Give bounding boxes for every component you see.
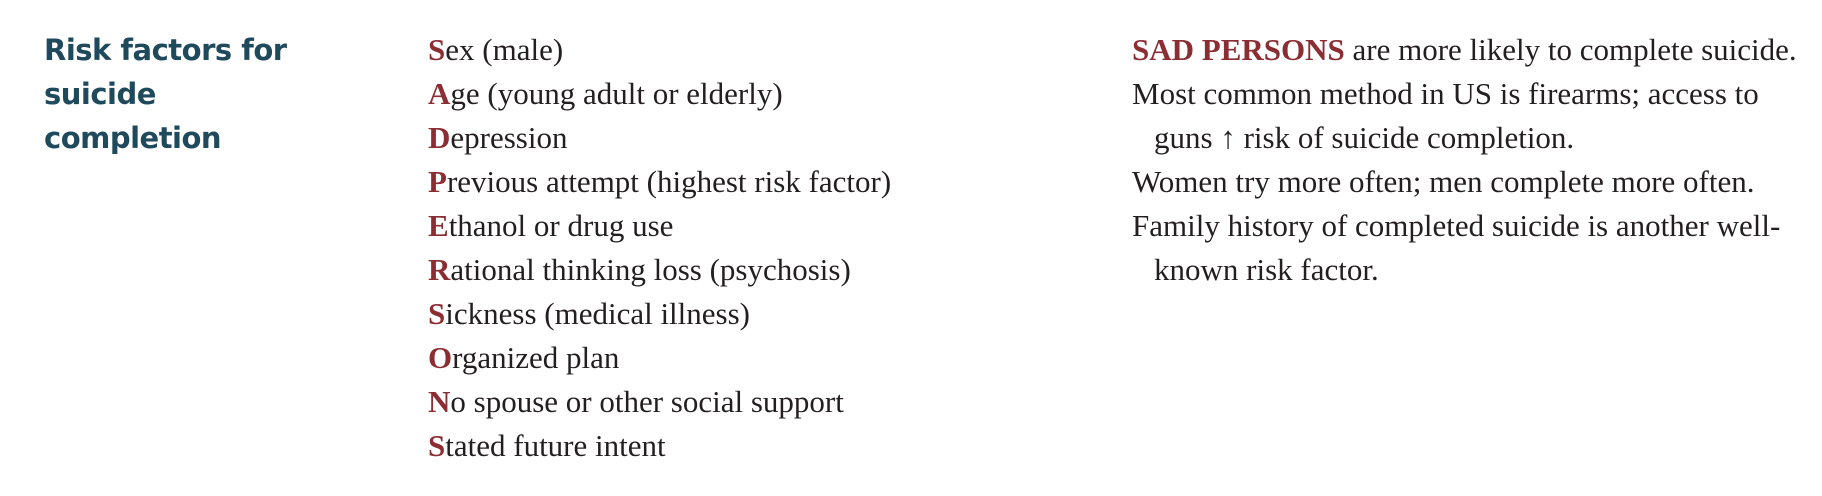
note-text: are more likely to complete suicide. — [1344, 32, 1797, 67]
mnemonic-initial: O — [428, 340, 453, 375]
mnemonic-initial: S — [428, 296, 446, 331]
mnemonic-list: Sex (male) Age (young adult or elderly) … — [428, 28, 891, 468]
note-text: risk of suicide completion. — [1235, 120, 1575, 155]
mnemonic-item-ethanol: Ethanol or drug use — [428, 204, 891, 248]
section-heading-line-2: completion — [44, 121, 222, 155]
up-arrow-icon: ↑ — [1220, 120, 1236, 155]
mnemonic-initial: P — [428, 164, 447, 199]
mnemonic-initial: A — [428, 76, 451, 111]
mnemonic-text: ational thinking loss (psychosis) — [450, 252, 851, 287]
mnemonic-text: rganized plan — [452, 340, 620, 375]
note-firearms: Most common method in US is firearms; ac… — [1132, 72, 1812, 160]
note-gender: Women try more often; men complete more … — [1132, 164, 1755, 199]
mnemonic-text: epression — [450, 120, 568, 155]
section-heading: Risk factors for suicide completion — [44, 28, 404, 160]
mnemonic-initial: N — [428, 384, 451, 419]
mnemonic-text: ge (young adult or elderly) — [450, 76, 783, 111]
mnemonic-text: ickness (medical illness) — [445, 296, 750, 331]
note-family-history: Family history of completed suicide is a… — [1132, 208, 1781, 287]
section-heading-line-1: Risk factors for suicide — [44, 33, 287, 111]
mnemonic-item-no-spouse: No spouse or other social support — [428, 380, 891, 424]
note-text: Most common method in US is firearms; ac… — [1132, 76, 1759, 155]
mnemonic-text: revious attempt (highest risk factor) — [446, 164, 892, 199]
mnemonic-initial: S — [428, 32, 446, 67]
mnemonic-initial: E — [428, 208, 449, 243]
mnemonic-initial: R — [428, 252, 451, 287]
mnemonic-text: ex (male) — [445, 32, 564, 67]
mnemonic-item-stated-intent: Stated future intent — [428, 424, 891, 468]
mnemonic-item-age: Age (young adult or elderly) — [428, 72, 891, 116]
mnemonic-item-sickness: Sickness (medical illness) — [428, 292, 891, 336]
mnemonic-initial: D — [428, 120, 451, 155]
notes-list: SAD PERSONS are more likely to complete … — [1132, 28, 1812, 292]
mnemonic-item-rational-thinking-loss: Rational thinking loss (psychosis) — [428, 248, 891, 292]
mnemonic-item-depression: Depression — [428, 116, 891, 160]
mnemonic-item-organized-plan: Organized plan — [428, 336, 891, 380]
mnemonic-initial: S — [428, 428, 446, 463]
sad-persons-highlight: SAD PERSONS — [1132, 32, 1345, 67]
mnemonic-item-previous-attempt: Previous attempt (highest risk factor) — [428, 160, 891, 204]
mnemonic-text: thanol or drug use — [448, 208, 674, 243]
mnemonic-text: tated future intent — [445, 428, 666, 463]
mnemonic-item-sex: Sex (male) — [428, 28, 891, 72]
mnemonic-text: o spouse or other social support — [450, 384, 844, 419]
note-sad-persons: SAD PERSONS are more likely to complete … — [1132, 28, 1812, 72]
